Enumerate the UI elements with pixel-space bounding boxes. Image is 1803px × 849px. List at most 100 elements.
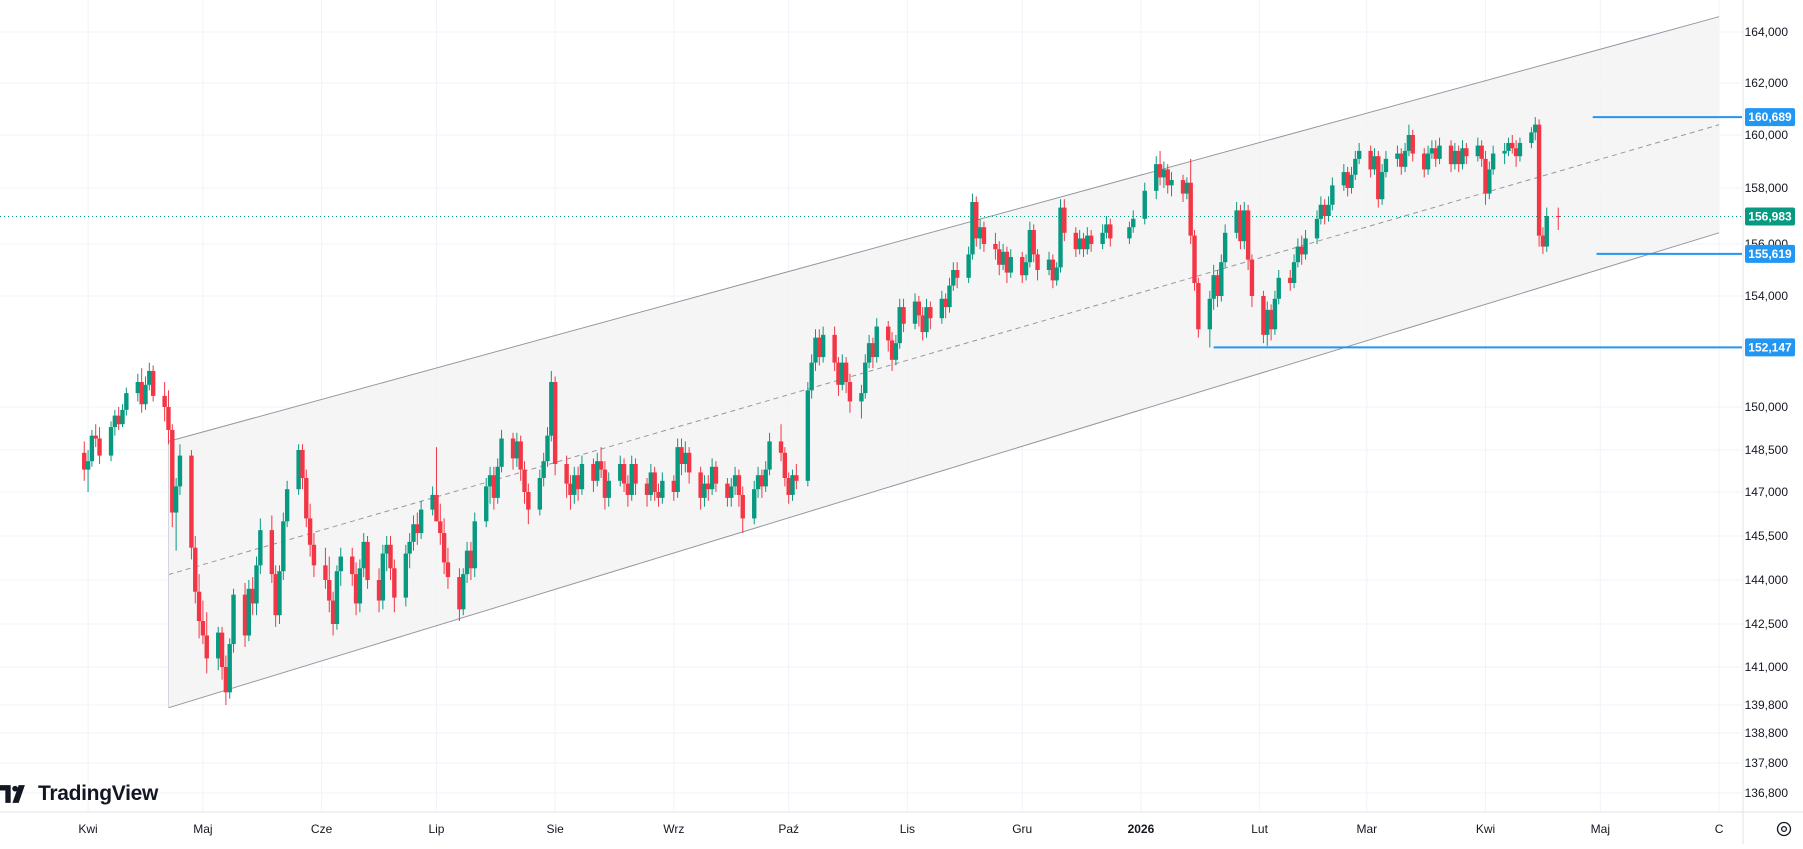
candle-body [1180,180,1186,194]
candle-body [1088,235,1094,244]
candle-body [1008,257,1013,273]
candle-body [1192,235,1197,283]
candle-body [311,544,317,566]
candle-body [246,588,252,636]
price-tick-label: 150,000 [1745,400,1789,414]
tradingview-watermark[interactable]: TradingView [0,782,158,806]
candle-body [1460,148,1465,165]
candle-body [1291,262,1297,283]
candle-body [97,438,102,456]
candle-body [1510,142,1515,149]
price-markers [1213,116,1742,349]
candle-body [388,544,393,569]
candle-body [200,621,206,636]
candle-body [537,478,543,510]
candle-body [418,509,424,534]
candle-body [974,202,979,239]
candle-body [1533,124,1538,133]
time-axis[interactable]: Kwi Maj Cze Lip Sie Wrz Paź Lis Gru 2026 Lut Mar Kwi… [78,822,1723,836]
price-tick-label: 164,000 [1745,25,1789,39]
candle-body [216,632,221,659]
candle-body [204,635,209,659]
candle-body [1242,210,1247,242]
candle-body [522,469,527,492]
candle-body [671,480,677,492]
candle-body [1154,164,1159,191]
gear-icon [1776,821,1792,837]
candle-body [1054,267,1059,281]
candle-body [361,541,366,569]
candle-body [924,307,929,333]
candle-body [1314,218,1320,239]
candle-body [725,483,730,498]
candle-body [254,565,259,604]
candle-body [1536,124,1542,236]
candle-body [196,591,202,622]
candle-body [1556,216,1561,217]
candle-body [1517,142,1523,157]
candle-body [1303,238,1308,255]
candle-body [1023,262,1029,276]
candle-body [595,461,600,481]
candle-body [912,301,918,324]
candle-body [403,553,409,598]
time-tick-label: Paź [778,822,799,836]
candle-body [139,382,144,405]
chart-settings-button[interactable] [1775,820,1793,838]
candle-body [1356,150,1362,159]
price-axis[interactable]: 164,000162,000160,000158,000156,000154,0… [1745,25,1795,800]
candle-body [457,577,462,610]
candle-body [606,480,611,498]
candle-body [1245,210,1251,260]
price-tick-label: 154,000 [1745,289,1789,303]
candle-body [1081,238,1086,250]
price-marker-label: 160,689 [1748,110,1792,124]
candle-body [1035,254,1040,270]
channel-upper-line [168,16,1720,442]
candle-body [874,326,879,358]
candle-body [732,475,738,487]
candle-body [1272,298,1278,330]
candle-body [108,427,114,456]
candle-body [970,202,975,255]
candle-body [629,464,634,495]
candle-body [1062,207,1067,233]
candle-body [219,632,225,667]
time-tick-label: Kwi [78,822,97,836]
candle-body [1238,210,1243,242]
candle-body [357,568,363,604]
candle-body [1487,169,1492,194]
brand-name: TradingView [38,782,159,805]
candle-body [820,334,826,358]
candle-body [847,382,853,402]
candle-body [323,565,328,580]
candle-body [415,524,420,534]
candle-body [434,494,439,522]
candle-body [889,340,895,360]
candle-body [794,475,799,481]
price-tick-label: 141,000 [1745,660,1789,674]
candle-body [1215,275,1220,296]
price-tick-label: 158,000 [1745,181,1789,195]
candle-body [231,594,236,645]
time-tick-label: Maj [193,822,212,836]
candle-body [430,494,435,510]
candle-body [809,362,814,391]
price-marker-label-background [1745,244,1795,263]
candle-body [438,521,443,534]
channel-lower-line [168,232,1720,709]
candle-body [143,384,148,405]
candle-body [468,550,474,569]
candle-body [928,307,933,319]
candle-body [1330,185,1335,205]
candle-body [997,249,1002,265]
candle-body [1544,216,1549,247]
candle-body [116,415,121,425]
candle-body [307,518,313,545]
candle-body [1142,190,1147,219]
candle-body [1161,169,1167,178]
candle-body [870,343,876,358]
candle-body [598,461,604,470]
candle-body [1376,156,1381,200]
